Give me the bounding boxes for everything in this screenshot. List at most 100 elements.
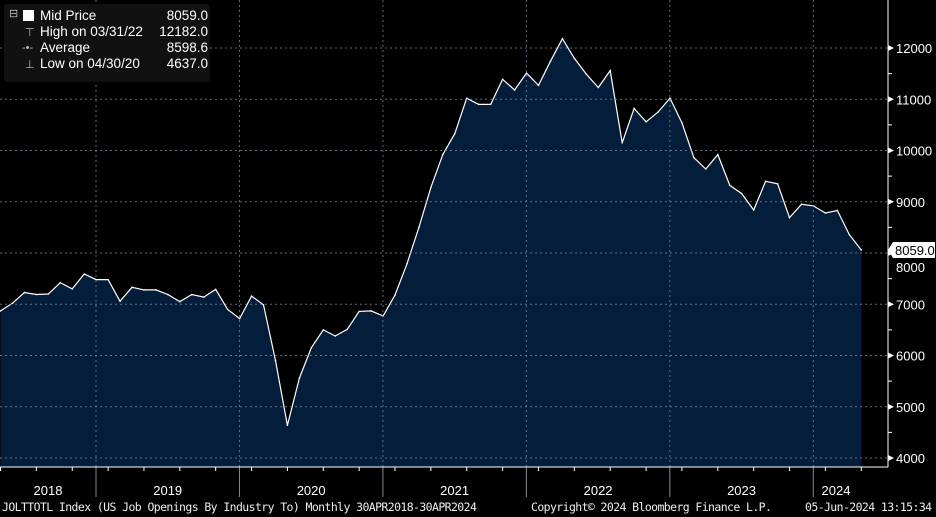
data-point — [836, 209, 839, 212]
y-tick-label: 8000 — [896, 260, 925, 275]
data-point — [860, 249, 863, 251]
data-point — [609, 69, 612, 72]
data-point — [406, 262, 408, 265]
data-point — [71, 288, 74, 290]
data-point — [573, 57, 576, 60]
data-point — [418, 226, 420, 229]
last-value-tag — [888, 241, 935, 258]
x-tick-label: 2020 — [297, 483, 326, 498]
data-point — [645, 121, 647, 123]
data-point — [0, 310, 2, 312]
y-tick-label: 6000 — [896, 349, 925, 364]
data-point — [848, 233, 851, 236]
data-point — [477, 103, 480, 106]
data-point — [740, 192, 743, 195]
data-point — [11, 302, 14, 305]
data-point — [693, 156, 695, 159]
data-point — [525, 72, 528, 74]
legend-row-average: Average 8598.6 — [40, 40, 208, 56]
data-point — [107, 278, 109, 281]
y-tick-label: 9000 — [896, 195, 925, 210]
data-point — [728, 184, 731, 187]
data-point — [800, 203, 803, 206]
data-point — [47, 293, 50, 295]
data-point — [358, 310, 360, 313]
legend-row-high: High on 03/31/22 12182.0 — [40, 24, 208, 40]
data-point — [752, 209, 755, 211]
data-point — [621, 142, 623, 144]
y-tick-label: 10000 — [896, 144, 932, 159]
x-tick-label: 2019 — [153, 483, 182, 498]
x-tick-label: 2021 — [440, 483, 469, 498]
y-tick — [888, 403, 894, 410]
data-point — [23, 291, 26, 294]
data-point — [131, 286, 133, 289]
data-point — [430, 186, 432, 189]
data-point — [465, 97, 468, 100]
data-point — [262, 303, 265, 306]
collapse-icon[interactable]: ⊟ — [9, 8, 19, 20]
low-marker-icon: ⊥ — [25, 59, 35, 71]
data-point — [167, 293, 169, 296]
legend-row-mid-price: Mid Price 8059.0 — [40, 8, 208, 24]
footer-timestamp: 05-Jun-2024 13:15:34 — [805, 500, 932, 514]
series-swatch — [23, 10, 34, 21]
legend-label: High on 03/31/22 — [40, 24, 143, 39]
y-tick — [888, 45, 894, 51]
data-point — [681, 122, 683, 124]
data-point — [657, 111, 659, 113]
y-tick — [888, 96, 894, 103]
legend-value: 12182.0 — [159, 24, 208, 39]
data-point — [286, 424, 289, 427]
legend-label: Mid Price — [40, 8, 97, 23]
data-point — [190, 293, 193, 296]
y-tick-label: 5000 — [896, 400, 925, 415]
x-tick-label: 2023 — [727, 483, 756, 498]
data-point — [334, 335, 337, 337]
legend-row-low: Low on 04/30/20 4637.0 — [40, 56, 208, 72]
y-tick — [888, 301, 894, 308]
y-tick — [888, 455, 894, 461]
data-point — [561, 37, 564, 40]
footer-ticker: JOLTTOTL Index (US Job Openings By Indus… — [2, 500, 477, 514]
legend-value: 8059.0 — [166, 8, 208, 23]
legend-value: 8598.6 — [166, 40, 208, 55]
data-point — [143, 289, 145, 291]
x-tick-label: 2024 — [822, 483, 851, 498]
data-point — [155, 289, 157, 291]
average-marker-icon: -•- — [22, 42, 34, 54]
legend-label: Average — [40, 40, 91, 55]
data-point — [346, 328, 348, 331]
data-point — [585, 73, 588, 75]
y-tick — [888, 352, 894, 359]
legend-value: 4637.0 — [166, 56, 208, 71]
data-point — [322, 329, 325, 331]
y-tick-label: 7000 — [896, 297, 925, 312]
data-point — [298, 377, 301, 379]
footer-copyright: Copyright© 2024 Bloomberg Finance L.P. — [531, 500, 772, 514]
legend-label: Low on 04/30/20 — [40, 56, 140, 71]
data-point — [370, 310, 372, 312]
data-point — [489, 103, 492, 106]
data-point — [669, 97, 671, 100]
data-point — [717, 153, 719, 156]
data-point — [394, 294, 396, 296]
data-point — [274, 359, 277, 362]
data-point — [597, 86, 600, 89]
data-point — [83, 273, 85, 275]
data-point — [59, 281, 62, 284]
data-point — [442, 153, 444, 156]
data-point — [250, 295, 253, 297]
data-point — [119, 300, 121, 302]
data-point — [513, 89, 516, 91]
x-tick-label: 2022 — [584, 483, 613, 498]
legend: ⊟ ⊤ -•- ⊥ Mid Price 8059.0 High on 03/31… — [4, 4, 210, 82]
y-tick-label: 4000 — [896, 451, 925, 466]
data-point — [788, 216, 791, 219]
data-point — [226, 308, 229, 311]
data-point — [549, 60, 552, 63]
y-tick-label: 11000 — [896, 92, 931, 107]
data-point — [501, 78, 504, 81]
data-point — [705, 168, 707, 170]
